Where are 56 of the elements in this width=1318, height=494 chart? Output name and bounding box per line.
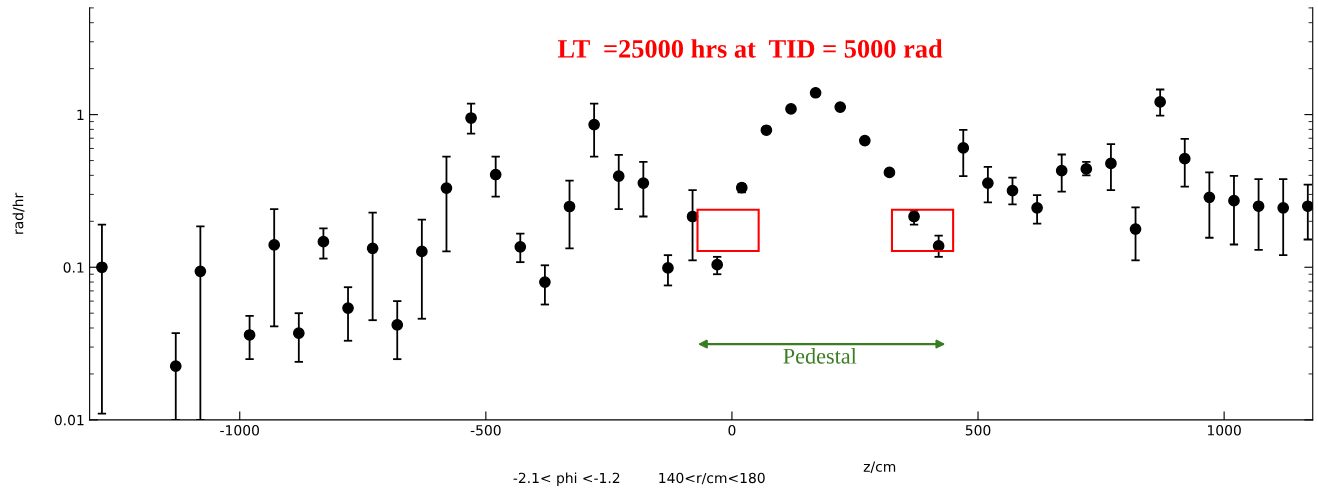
point (711, 258, 724, 271)
point (1203, 191, 1216, 204)
point (1055, 164, 1068, 177)
x-tick-label: -1000 (220, 425, 259, 436)
point (440, 182, 453, 194)
point (194, 265, 207, 278)
x-axis-title: z/cm (863, 461, 896, 473)
point (465, 112, 477, 124)
y-tick-label: 0.01 (54, 414, 84, 426)
x-tick-label: 1000 (1207, 425, 1241, 436)
point (1252, 200, 1265, 213)
point (391, 318, 404, 331)
point (243, 329, 256, 341)
annotation: Pedestal (783, 348, 857, 364)
point (268, 239, 281, 251)
point (760, 124, 773, 137)
x-tick-label: 0 (728, 425, 736, 436)
point (1301, 200, 1313, 213)
point (662, 262, 674, 274)
point (637, 177, 650, 189)
point (982, 177, 994, 189)
point (342, 302, 354, 314)
point (612, 170, 625, 183)
point (883, 166, 896, 179)
point (858, 134, 871, 147)
point (489, 168, 502, 181)
point (809, 86, 822, 99)
point (1228, 194, 1240, 207)
y-axis-title: rad/hr (12, 192, 25, 234)
point (588, 118, 600, 131)
text: -2.1< phi <-1.2 (513, 472, 620, 486)
y-tick-label: 1 (77, 109, 84, 120)
point (416, 245, 428, 258)
point (1006, 184, 1019, 197)
text: LT =25000 hrs at TID = 5000 rad (557, 39, 943, 58)
point (169, 360, 182, 372)
point (514, 241, 527, 253)
text: 140<r/cm<180 (659, 472, 765, 485)
point (366, 242, 379, 255)
point (1105, 157, 1117, 170)
point (292, 327, 305, 340)
point (563, 200, 576, 213)
point (1277, 201, 1290, 214)
point (539, 276, 551, 288)
point (834, 101, 847, 113)
point (785, 103, 797, 115)
x-tick-label: -500 (470, 425, 501, 436)
point (1129, 223, 1142, 235)
point (1031, 201, 1043, 214)
y-tick-label: 0.1 (63, 262, 84, 273)
x-tick-label: 500 (965, 425, 991, 436)
point (1154, 96, 1166, 108)
point (1178, 152, 1191, 165)
point (957, 142, 970, 154)
point (96, 261, 108, 274)
point (317, 235, 330, 248)
